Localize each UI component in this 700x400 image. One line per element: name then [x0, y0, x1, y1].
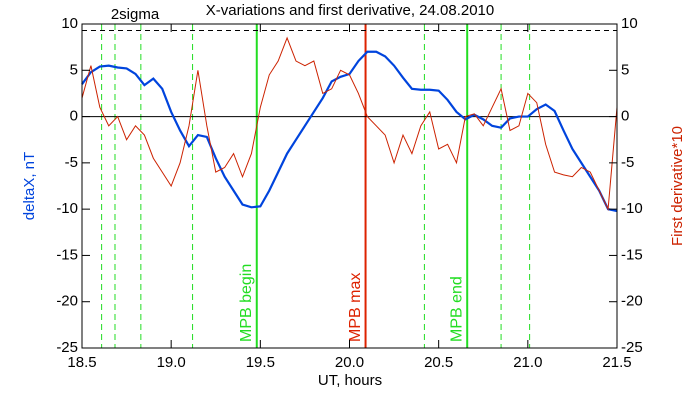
- x-tick-label: 21.0: [513, 354, 542, 371]
- y2-tick-label: 0: [621, 108, 629, 125]
- y-tick-label: -15: [56, 246, 78, 263]
- series-line: [81, 50, 618, 213]
- y2-axis-label: First derivative*10: [669, 126, 686, 246]
- x-axis-label: UT, hours: [318, 372, 382, 389]
- y2-tick-label: -20: [621, 293, 643, 310]
- annotation: 2sigma: [111, 6, 160, 23]
- chart-title: X-variations and first derivative, 24.08…: [206, 2, 495, 19]
- vertical-line-label: MPB begin: [238, 264, 255, 342]
- y-tick-label: -5: [65, 154, 78, 171]
- y-tick-label: 10: [61, 15, 78, 32]
- y2-tick-label: -10: [621, 200, 643, 217]
- y-tick-label: 5: [70, 61, 78, 78]
- x-tick-label: 20.5: [424, 354, 453, 371]
- x-tick-label: 21.5: [602, 354, 631, 371]
- y-axis-label: deltaX, nT: [21, 152, 38, 220]
- y2-tick-label: -25: [621, 339, 643, 356]
- x-tick-label: 20.0: [335, 354, 364, 371]
- vertical-line-label: MPB max: [347, 273, 364, 342]
- y2-tick-label: -15: [621, 246, 643, 263]
- x-tick-label: 19.5: [246, 354, 275, 371]
- y-tick-label: -20: [56, 293, 78, 310]
- x-tick-label: 19.0: [157, 354, 186, 371]
- y-tick-label: -10: [56, 200, 78, 217]
- y2-tick-label: -5: [621, 154, 634, 171]
- y2-tick-label: 5: [621, 61, 629, 78]
- vertical-line-label: MPB end: [448, 276, 465, 342]
- series-line: [81, 36, 618, 211]
- y-tick-label: -25: [56, 339, 78, 356]
- x-tick-label: 18.5: [67, 354, 96, 371]
- y2-tick-label: 10: [621, 15, 638, 32]
- y-tick-label: 0: [70, 108, 78, 125]
